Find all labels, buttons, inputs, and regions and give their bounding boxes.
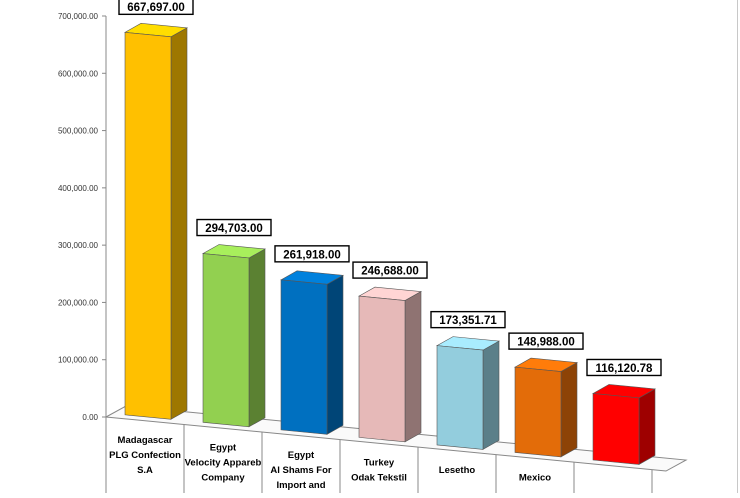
category-label: Mexico [519, 472, 551, 483]
bar-front [514, 366, 562, 458]
data-label: 173,351.71 [439, 315, 497, 327]
bar-1 [124, 23, 188, 420]
bar-side [248, 248, 266, 428]
y-tick-label: 400,000.00 [58, 184, 99, 193]
category-label: Import and [276, 480, 325, 491]
category-label: Madagascar [118, 435, 173, 446]
y-tick-label: 100,000.00 [58, 356, 99, 365]
bar-4 [358, 286, 422, 443]
y-tick-label: 500,000.00 [58, 127, 99, 136]
category-label: Odak Tekstil [351, 472, 407, 483]
bar-7 [592, 384, 656, 465]
bar-front [436, 345, 484, 450]
bar-side [404, 291, 422, 443]
data-label: 261,918.00 [283, 249, 341, 261]
category-label: Egypt [210, 442, 237, 453]
category-label: S.A [137, 465, 153, 476]
data-label: 667,697.00 [127, 2, 185, 14]
bar-side [170, 27, 188, 420]
bar-side [638, 388, 656, 465]
data-label-box [430, 310, 506, 329]
data-label-box [352, 261, 428, 279]
bar-front [202, 253, 250, 428]
bar-side [560, 362, 578, 458]
bar-front [358, 295, 406, 443]
y-tick-label: 300,000.00 [58, 241, 99, 250]
bar-front [280, 279, 328, 435]
category-label: Company [201, 472, 245, 483]
y-tick-label: 200,000.00 [58, 298, 99, 307]
bar-side [326, 274, 344, 435]
bar-front [124, 32, 172, 420]
bar-2 [202, 244, 266, 428]
category-label: Egypt [288, 450, 315, 461]
data-label-box [274, 245, 350, 263]
window-edge [737, 0, 738, 493]
category-label: PLG Confection [109, 450, 181, 461]
category-label: Velocity Appareb [185, 457, 262, 468]
y-tick-label: 0.00 [82, 413, 98, 422]
data-label: 116,120.78 [596, 363, 654, 375]
y-tick-label: 700,000.00 [58, 12, 99, 21]
category-label: Lesetho [439, 465, 476, 476]
data-label-box [118, 0, 194, 16]
data-label: 294,703.00 [205, 223, 263, 235]
bar-3 [280, 270, 344, 435]
bar-5 [436, 336, 500, 450]
bar-front [592, 393, 640, 465]
y-tick-label: 600,000.00 [58, 69, 99, 78]
category-label: Al Shams For [270, 465, 332, 476]
data-label: 148,988.00 [517, 337, 575, 349]
data-label-box [508, 332, 584, 350]
category-label: Turkey [364, 457, 395, 468]
data-label-box [586, 358, 662, 377]
bar-6 [514, 357, 578, 458]
bar-side [482, 340, 500, 450]
data-label-box [196, 218, 272, 237]
data-label: 246,688.00 [361, 266, 419, 278]
